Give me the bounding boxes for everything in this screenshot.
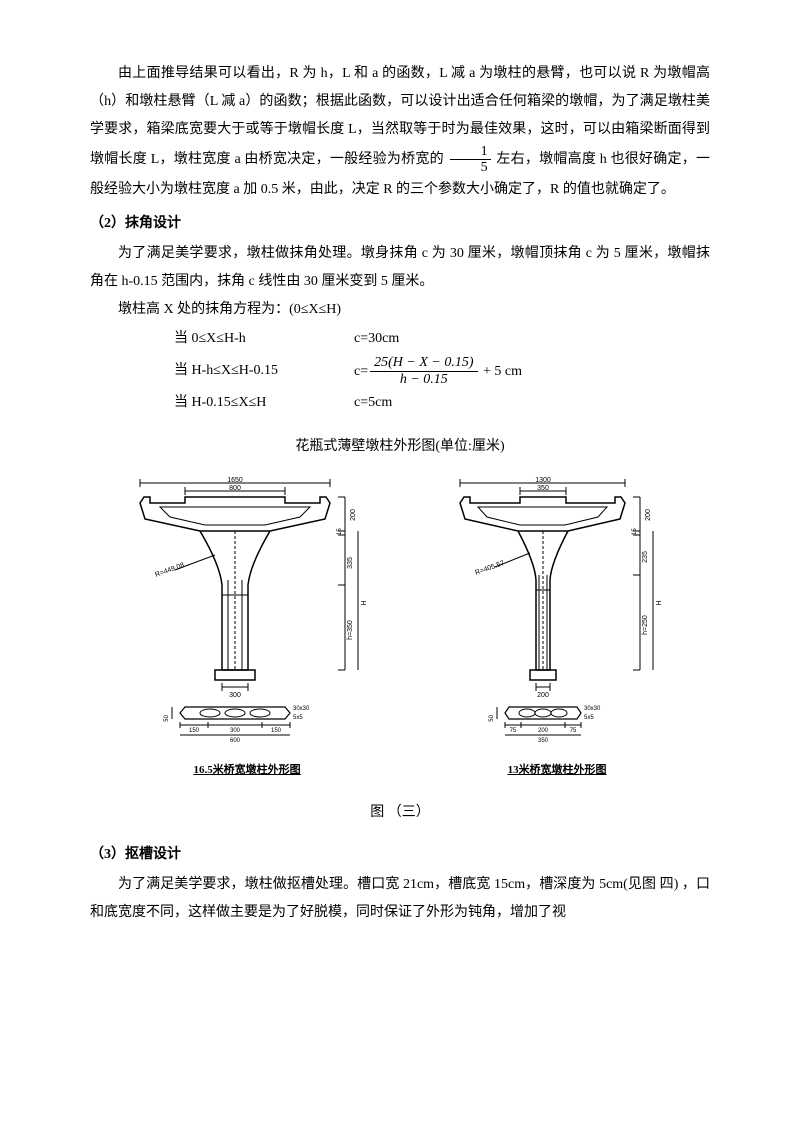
- eq2-post: + 5 cm: [480, 363, 523, 378]
- eq2-frac: 25(H − X − 0.15) h − 0.15: [370, 355, 477, 388]
- sect-30x30r: 30x30: [584, 706, 601, 712]
- dim-200b: 200: [537, 692, 549, 699]
- figure-title: 花瓶式薄壁墩柱外形图(单位:厘米): [90, 433, 710, 461]
- eq2-den: h − 0.15: [370, 372, 477, 388]
- sect-30x30: 30x30: [293, 706, 310, 712]
- sect-600: 600: [230, 738, 241, 744]
- sect-5x5: 5x5: [293, 715, 303, 721]
- dim-235: 235: [642, 551, 649, 563]
- dim-800: 800: [229, 485, 241, 492]
- figure-number: 图 （三）: [90, 799, 710, 827]
- eq3-val: c=5cm: [354, 388, 392, 419]
- figure-right: 1300 350 R=405.57 200 15 235 H: [440, 475, 680, 755]
- dim-H: H: [361, 600, 368, 605]
- sect-50r: 50: [489, 714, 495, 721]
- eq1-cond: 当 0≤X≤H-h: [174, 324, 354, 355]
- dim-300: 300: [229, 692, 241, 699]
- sect-75b: 75: [570, 728, 577, 734]
- r-label-right: R=405.57: [474, 559, 505, 576]
- dim-200r: 200: [645, 509, 652, 521]
- heading-3: （3）抠槽设计: [90, 841, 710, 869]
- frac-den: 5: [450, 160, 491, 175]
- eq2-val: c= 25(H − X − 0.15) h − 0.15 + 5 cm: [354, 355, 522, 388]
- eq2-num: 25(H − X − 0.15): [370, 355, 477, 372]
- sect-150a: 150: [189, 728, 200, 734]
- paragraph-2a: 为了满足美学要求，墩柱做抹角处理。墩身抹角 c 为 30 厘米，墩帽顶抹角 c …: [90, 240, 710, 296]
- dim-350: 350: [537, 485, 549, 492]
- equation-row-1: 当 0≤X≤H-h c=30cm: [174, 324, 710, 355]
- dim-335: 335: [347, 557, 354, 569]
- dim-15: 15: [337, 527, 343, 534]
- dim-1300: 1300: [535, 477, 551, 484]
- sect-5x5r: 5x5: [584, 715, 594, 721]
- sect-150b: 150: [271, 728, 282, 734]
- caption-left: 16.5米桥宽墩柱外形图: [193, 759, 300, 781]
- caption-right: 13米桥宽墩柱外形图: [508, 759, 607, 781]
- dim-Hr: H: [656, 600, 663, 605]
- figure-captions: 16.5米桥宽墩柱外形图 13米桥宽墩柱外形图: [90, 759, 710, 781]
- dim-h350: h=350: [347, 620, 354, 640]
- sect-50: 50: [164, 714, 170, 721]
- dim-h250: h=250: [642, 615, 649, 635]
- figures-row: 1650 800 R=449.08: [90, 475, 710, 755]
- dim-200: 200: [350, 509, 357, 521]
- eq2-cond: 当 H-h≤X≤H-0.15: [174, 356, 354, 387]
- sect-200: 200: [538, 728, 549, 734]
- heading-2: （2）抹角设计: [90, 210, 710, 238]
- sect-300: 300: [230, 728, 241, 734]
- equation-row-3: 当 H-0.15≤X≤H c=5cm: [174, 388, 710, 419]
- dim-15r: 15: [632, 527, 638, 534]
- paragraph-2b: 墩柱高 X 处的抹角方程为：(0≤X≤H): [90, 296, 710, 324]
- dim-1650: 1650: [227, 477, 243, 484]
- paragraph-1: 由上面推导结果可以看出，R 为 h，L 和 a 的函数，L 减 a 为墩柱的悬臂…: [90, 60, 710, 204]
- frac-num: 1: [450, 144, 491, 160]
- equation-row-2: 当 H-h≤X≤H-0.15 c= 25(H − X − 0.15) h − 0…: [174, 355, 710, 388]
- fraction-1-5: 1 5: [450, 144, 491, 176]
- eq3-cond: 当 H-0.15≤X≤H: [174, 388, 354, 419]
- sect-350: 350: [538, 738, 549, 744]
- paragraph-3: 为了满足美学要求，墩柱做抠槽处理。槽口宽 21cm，槽底宽 15cm，槽深度为 …: [90, 871, 710, 927]
- eq2-pre: c=: [354, 363, 368, 378]
- r-label-left: R=449.08: [154, 561, 185, 578]
- figure-left: 1650 800 R=449.08: [120, 475, 380, 755]
- eq1-val: c=30cm: [354, 324, 399, 355]
- sect-75a: 75: [510, 728, 517, 734]
